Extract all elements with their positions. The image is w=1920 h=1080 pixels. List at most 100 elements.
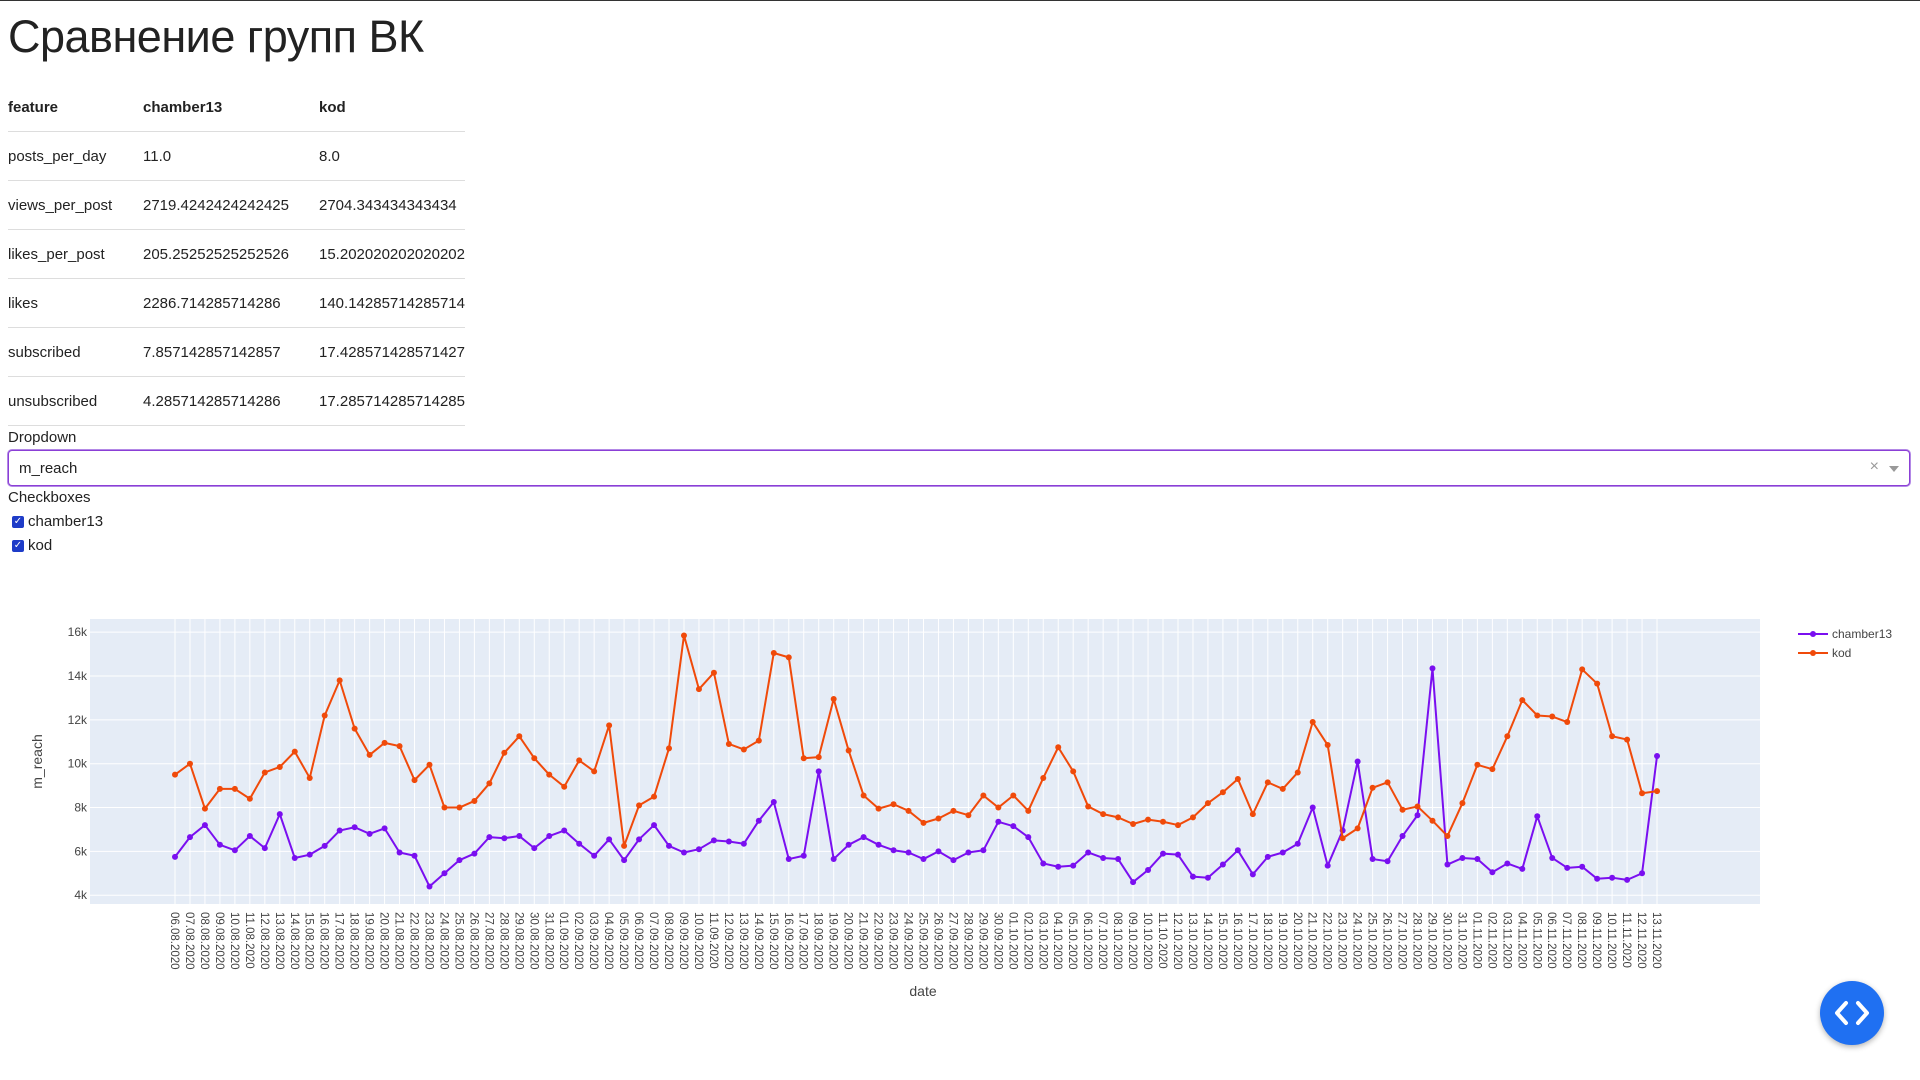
data-point-chamber13 [396, 849, 403, 856]
y-tick-label: 4k [74, 888, 88, 902]
data-point-chamber13 [246, 833, 253, 840]
data-point-kod [246, 795, 253, 802]
x-tick-label: 08.09.2020 [662, 912, 674, 970]
checkboxes-label: Checkboxes [8, 489, 91, 506]
data-point-chamber13 [546, 833, 553, 840]
x-tick-label: 13.11.2020 [1650, 912, 1662, 969]
x-tick-label: 30.10.2020 [1440, 912, 1452, 970]
table-row: posts_per_day 11.0 8.0 [8, 131, 465, 181]
x-tick-label: 12.08.2020 [258, 912, 270, 970]
x-tick-label: 02.10.2020 [1021, 912, 1033, 970]
data-point-kod [1279, 785, 1286, 792]
x-tick-label: 07.11.2020 [1560, 912, 1572, 969]
x-tick-label: 05.11.2020 [1530, 912, 1542, 969]
data-point-kod [1100, 811, 1107, 818]
data-point-kod [1160, 818, 1167, 825]
x-tick-label: 24.08.2020 [437, 912, 449, 970]
x-tick-label: 28.10.2020 [1411, 912, 1423, 970]
table-row: likes 2286.714285714286 140.142857142857… [8, 278, 465, 328]
x-tick-label: 12.11.2020 [1635, 912, 1647, 969]
data-point-kod [291, 748, 298, 755]
data-point-chamber13 [1369, 856, 1376, 863]
x-tick-label: 15.08.2020 [303, 912, 315, 970]
comparison-table: feature chamber13 kod posts_per_day 11.0… [8, 83, 465, 426]
table-row: views_per_post 2719.4242424242425 2704.3… [8, 180, 465, 230]
data-point-kod [411, 777, 418, 784]
x-tick-label: 06.09.2020 [632, 912, 644, 970]
data-point-kod [1654, 788, 1661, 795]
data-point-kod [216, 785, 223, 792]
data-point-kod [516, 733, 523, 740]
data-point-kod [1384, 779, 1391, 786]
code-icon [1835, 1001, 1869, 1025]
x-tick-label: 03.09.2020 [587, 912, 599, 970]
data-point-chamber13 [1264, 853, 1271, 860]
column-header: kod [319, 83, 465, 132]
data-point-chamber13 [905, 849, 912, 856]
data-point-kod [815, 754, 822, 761]
data-point-chamber13 [1219, 861, 1226, 868]
legend[interactable]: chamber13 kod [1798, 627, 1892, 660]
data-point-chamber13 [755, 817, 762, 824]
data-point-kod [1234, 776, 1241, 783]
legend-marker-kod [1810, 650, 1816, 656]
data-point-kod [1010, 792, 1017, 799]
data-point-kod [1399, 806, 1406, 813]
data-point-chamber13 [1309, 804, 1316, 811]
x-tick-label: 25.08.2020 [452, 912, 464, 970]
x-tick-label: 29.09.2020 [976, 912, 988, 970]
data-point-chamber13 [920, 856, 927, 863]
chevron-down-icon[interactable] [1889, 466, 1899, 472]
table-row: subscribed 7.857142857142857 17.42857142… [8, 327, 465, 377]
x-tick-label: 30.08.2020 [527, 912, 539, 970]
data-point-chamber13 [1354, 758, 1361, 765]
data-point-kod [276, 763, 283, 770]
y-tick-label: 8k [74, 801, 88, 815]
x-tick-label: 11.11.2020 [1620, 912, 1632, 968]
checkmark-icon[interactable]: ✓ [12, 515, 24, 528]
y-axis-label: m_reach [29, 734, 45, 788]
data-point-chamber13 [1174, 851, 1181, 858]
code-icon-button[interactable] [1820, 981, 1884, 1045]
data-point-kod [201, 805, 208, 812]
data-point-kod [1459, 800, 1466, 807]
data-point-kod [1639, 790, 1646, 797]
data-point-chamber13 [695, 846, 702, 853]
metric-dropdown[interactable]: m_reach × [8, 450, 1910, 486]
data-point-chamber13 [845, 841, 852, 848]
data-point-kod [875, 805, 882, 812]
data-point-chamber13 [411, 852, 418, 859]
data-point-chamber13 [1294, 840, 1301, 847]
data-point-chamber13 [531, 845, 538, 852]
x-tick-label: 12.10.2020 [1171, 912, 1183, 970]
data-point-chamber13 [1145, 867, 1152, 874]
data-point-chamber13 [1549, 854, 1556, 861]
checkbox-kod[interactable]: ✓ kod [12, 537, 52, 554]
x-tick-label: 13.08.2020 [273, 912, 285, 970]
x-tick-label: 18.08.2020 [348, 912, 360, 970]
data-point-chamber13 [680, 849, 687, 856]
data-point-kod [231, 785, 238, 792]
x-tick-label: 10.08.2020 [228, 912, 240, 970]
table-cell: 17.428571428571427 [319, 327, 465, 377]
clear-icon[interactable]: × [1869, 458, 1879, 475]
data-point-kod [1429, 817, 1436, 824]
data-point-kod [366, 751, 373, 758]
x-tick-label: 27.08.2020 [482, 912, 494, 970]
data-point-chamber13 [276, 811, 283, 818]
x-tick-label: 30.09.2020 [991, 912, 1003, 970]
x-tick-label: 09.10.2020 [1126, 912, 1138, 970]
x-tick-label: 23.08.2020 [422, 912, 434, 970]
data-point-kod [621, 842, 628, 849]
data-point-kod [1189, 814, 1196, 821]
x-tick-label: 21.09.2020 [857, 912, 869, 970]
data-point-chamber13 [1204, 874, 1211, 881]
data-point-chamber13 [1534, 813, 1541, 820]
checkmark-icon[interactable]: ✓ [12, 539, 24, 552]
data-point-chamber13 [1459, 854, 1466, 861]
x-tick-label: 09.08.2020 [213, 912, 225, 970]
data-point-kod [1130, 820, 1137, 827]
checkbox-chamber13[interactable]: ✓ chamber13 [12, 513, 103, 530]
x-tick-label: 07.08.2020 [183, 912, 195, 970]
